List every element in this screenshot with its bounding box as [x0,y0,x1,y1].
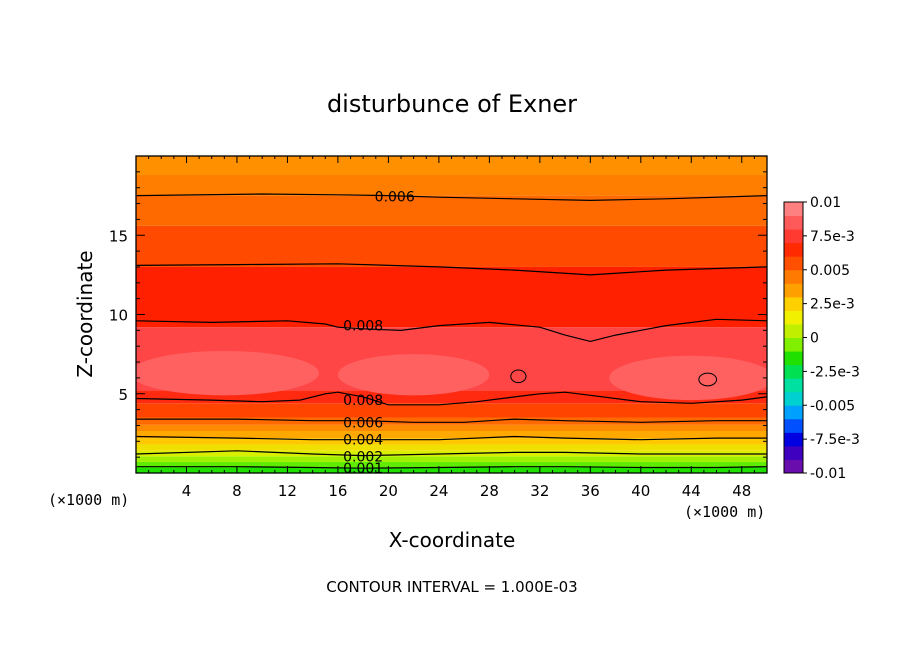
colorbar-segment [784,418,803,433]
color-band [136,175,767,196]
colorbar-segment [784,256,803,271]
chart-title: disturbunce of Exner [327,90,577,118]
colorbar-segment [784,351,803,366]
color-band [136,225,767,267]
color-band [136,456,767,462]
x-unit-label-right: (×1000 m) [684,503,765,521]
maxima-patch [337,354,490,396]
contour-label: 0.002 [343,449,383,465]
colorbar-segment [784,459,803,474]
colorbar-segment [784,202,803,217]
colorbar-label: 0.01 [810,195,841,211]
colorbar-label: -7.5e-3 [810,432,860,448]
contour-label: 0.008 [343,393,383,409]
colorbar: 0.01 7.5e-3 0.005 2.5e-3 0 -2.5e-3 -0.005 -7.5e… [783,195,860,482]
color-band [136,424,767,431]
colorbar-label: -2.5e-3 [810,364,860,380]
colorbar-segment [784,364,803,379]
x-tick-label: 20 [379,482,398,500]
contour-label: 0.008 [343,319,383,335]
color-band [136,461,767,468]
x-axis-ticks: 4 8 12 16 20 24 28 32 36 40 44 48 [148,156,755,500]
contour-line [136,435,767,441]
contour-line [136,391,767,406]
y-tick-label: 10 [109,307,128,325]
colorbar-label: -0.01 [810,466,846,482]
color-band [136,156,767,176]
color-band [136,438,767,445]
maxima-patch [609,355,767,401]
colorbar-segment [784,391,803,406]
x-tick-label: 32 [530,482,549,500]
color-band [136,417,767,425]
color-bands [136,156,767,473]
contour-label: 0.001 [343,461,383,477]
colorbar-label: 0.005 [810,263,850,279]
colorbar-segment [784,215,803,230]
contour-line [136,418,767,423]
x-tick-label: 24 [429,482,448,500]
closed-contour [698,372,718,387]
maxima-patches [136,350,767,401]
maxima-patch [136,350,319,396]
contour-line [136,193,767,202]
colorbar-segment [784,242,803,257]
colorbar-segment [784,323,803,338]
colorbar-segment [784,310,803,325]
closed-contour [510,369,527,384]
x-unit-label-left: (×1000 m) [48,491,129,509]
colorbar-segment [784,445,803,460]
color-band [136,266,767,328]
contour-line [136,318,767,343]
colorbar-segment [784,432,803,447]
x-tick-label: 12 [278,482,297,500]
colorbar-label: -0.005 [810,398,855,414]
x-tick-label: 8 [232,482,242,500]
y-axis-ticks: 5 10 15 [109,171,767,458]
x-axis-label: X-coordinate [389,528,516,552]
contour-label: 0.006 [375,189,415,205]
color-band [136,403,767,418]
color-band [136,430,767,439]
contour-line [136,450,767,457]
y-tick-label: 5 [118,386,128,404]
contour-line [136,263,767,276]
colorbar-segment [784,296,803,311]
x-tick-label: 4 [182,482,192,500]
colorbar-segment [784,283,803,298]
colorbar-segment [784,405,803,420]
y-axis-label: Z-coordinate [73,250,97,377]
color-band [136,444,767,451]
colorbar-label: 0 [810,331,819,347]
x-tick-label: 16 [328,482,347,500]
y-tick-label: 15 [109,227,128,245]
colorbar-label: 2.5e-3 [810,297,855,313]
contour-lines [136,193,767,469]
colorbar-segment [784,269,803,284]
contour-line [136,466,767,469]
contour-label: 0.004 [343,433,383,449]
colorbar-segment [784,337,803,352]
x-tick-label: 40 [631,482,650,500]
color-band [136,195,767,226]
x-tick-label: 28 [480,482,499,500]
colorbar-segment [784,229,803,244]
x-tick-label: 48 [732,482,751,500]
colorbar-segment [784,378,803,393]
colorbar-label: 7.5e-3 [810,229,855,245]
contour-interval-note: CONTOUR INTERVAL = 1.000E-03 [326,578,577,596]
x-tick-label: 44 [682,482,701,500]
contour-label: 0.006 [343,415,383,431]
x-tick-label: 36 [581,482,600,500]
